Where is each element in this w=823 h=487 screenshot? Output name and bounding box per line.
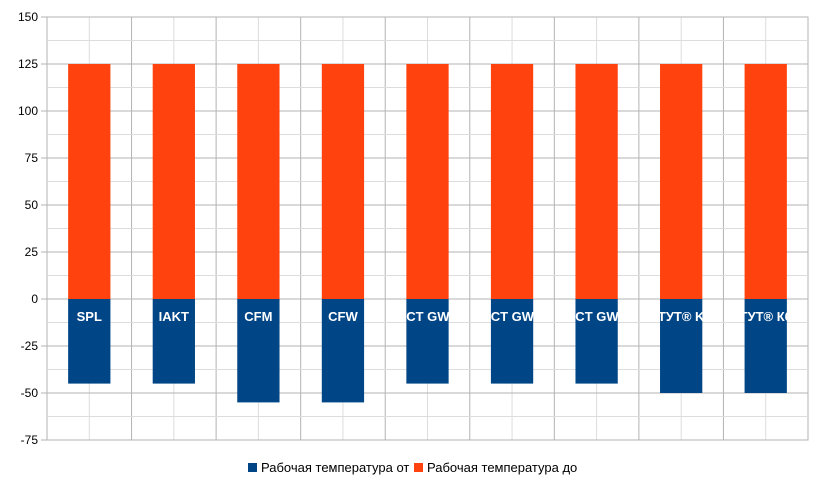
y-tick-label: 100 — [18, 104, 38, 118]
y-tick-label: 0 — [31, 292, 38, 306]
legend-swatch-series-0 — [248, 463, 257, 472]
category-label: IAKT — [159, 309, 189, 324]
y-tick-label: 75 — [25, 151, 39, 165]
bar-series-1-7 — [660, 64, 703, 299]
category-label: TCT GW2 — [483, 309, 542, 324]
bar-series-0-0 — [68, 299, 111, 384]
bar-series-0-7 — [660, 299, 703, 393]
legend-label-series-0: Рабочая температура от — [261, 460, 409, 475]
category-label: ТУТ® К6 — [740, 309, 792, 324]
bar-series-1-0 — [68, 64, 111, 299]
bar-series-0-4 — [406, 299, 449, 384]
bar-series-0-2 — [237, 299, 280, 403]
bar-series-0-1 — [152, 299, 195, 384]
y-tick-label: -25 — [21, 339, 39, 353]
y-tick-label: -75 — [21, 433, 39, 447]
category-label: TCT GW3 — [567, 309, 626, 324]
bar-series-0-6 — [575, 299, 618, 384]
bar-series-1-3 — [321, 64, 365, 299]
bar-series-1-1 — [152, 64, 195, 299]
legend-label-series-1: Рабочая температура до — [427, 460, 577, 475]
legend-swatch-series-1 — [414, 463, 423, 472]
bar-series-1-5 — [490, 64, 534, 299]
category-label: CFW — [328, 309, 358, 324]
category-label: SPL — [77, 309, 102, 324]
bar-series-1-4 — [406, 64, 449, 299]
bar-series-1-6 — [575, 64, 618, 299]
category-label: ТУТ® K — [658, 309, 705, 324]
legend: Рабочая температура от Рабочая температу… — [248, 460, 577, 475]
y-axis-tick-labels: 150 125 100 75 50 25 0 -25 -50 -75 — [18, 10, 38, 447]
bars — [68, 64, 787, 403]
y-tick-label: -50 — [21, 386, 39, 400]
y-tick-label: 150 — [18, 10, 38, 24]
category-label: CFM — [244, 309, 272, 324]
y-tick-label: 125 — [18, 57, 38, 71]
bar-series-0-5 — [490, 299, 534, 384]
bar-series-1-2 — [237, 64, 280, 299]
y-tick-label: 25 — [25, 245, 39, 259]
bar-series-0-3 — [321, 299, 365, 403]
category-label: TCT GW1 — [398, 309, 457, 324]
y-tick-label: 50 — [25, 198, 39, 212]
bar-series-1-8 — [744, 64, 787, 299]
category-labels: SPL IAKT CFM CFW TCT GW1 TCT GW2 TCT GW3 ТУТ® K… — [77, 309, 792, 324]
bar-series-0-8 — [744, 299, 787, 393]
